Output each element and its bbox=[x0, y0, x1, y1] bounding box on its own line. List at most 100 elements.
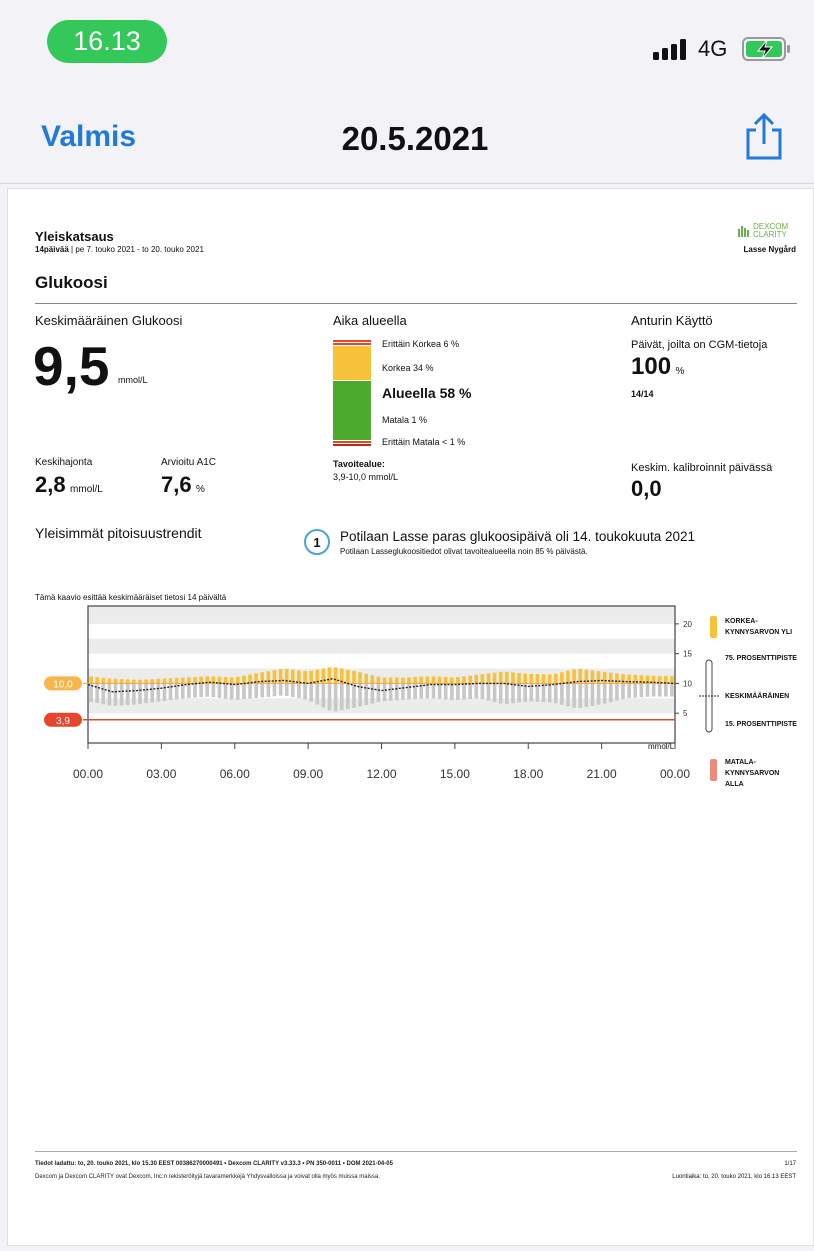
bar-range-42 bbox=[346, 683, 350, 710]
x-tick-label-1: 03.00 bbox=[146, 767, 177, 781]
bar-range-82 bbox=[590, 683, 595, 706]
bar-range-37 bbox=[315, 683, 320, 705]
bar-range-40 bbox=[333, 683, 338, 712]
bar-range-3 bbox=[107, 683, 112, 706]
bar-range-74 bbox=[541, 683, 546, 703]
bar-high-10 bbox=[150, 679, 155, 684]
bar-range-38 bbox=[321, 683, 326, 708]
bar-range-66 bbox=[492, 683, 497, 703]
bar-range-56 bbox=[431, 683, 436, 699]
tir-title: Aika alueella bbox=[333, 313, 407, 328]
bar-range-30 bbox=[272, 683, 277, 697]
bar-range-2 bbox=[101, 683, 106, 705]
bar-range-7 bbox=[132, 683, 136, 705]
best-day-number-badge: 1 bbox=[304, 529, 330, 555]
bar-high-38 bbox=[321, 668, 326, 684]
bar-range-61 bbox=[462, 683, 466, 700]
bar-range-67 bbox=[498, 683, 503, 704]
bar-range-91 bbox=[645, 683, 650, 697]
bar-high-61 bbox=[462, 676, 466, 684]
bar-range-64 bbox=[480, 683, 485, 700]
very-high-segment bbox=[333, 340, 371, 342]
sd-label: Keskihajonta bbox=[35, 457, 93, 468]
bar-high-0 bbox=[89, 676, 93, 684]
avg-glucose-label: Keskimääräinen Glukoosi bbox=[35, 313, 183, 328]
bar-high-9 bbox=[144, 679, 148, 684]
bar-range-48 bbox=[382, 683, 387, 702]
share-icon[interactable] bbox=[742, 112, 786, 162]
dexcom-brand: DEXCOM CLARITY bbox=[753, 222, 789, 239]
bar-range-58 bbox=[443, 683, 448, 700]
bar-high-13 bbox=[168, 678, 173, 684]
bar-high-64 bbox=[480, 674, 485, 684]
bar-high-91 bbox=[645, 675, 650, 684]
bar-range-5 bbox=[119, 683, 124, 706]
bar-high-40 bbox=[333, 667, 338, 684]
bar-high-42 bbox=[346, 669, 350, 684]
bar-high-49 bbox=[388, 677, 393, 684]
bar-range-69 bbox=[511, 683, 515, 704]
bar-range-87 bbox=[621, 683, 625, 700]
dexcom-bars-icon bbox=[738, 226, 749, 237]
bar-high-81 bbox=[584, 669, 589, 684]
bar-range-54 bbox=[419, 683, 424, 699]
a1c-block: 7,6 % bbox=[161, 472, 205, 498]
bar-high-71 bbox=[523, 673, 528, 684]
y-tick-label-2: 10 bbox=[683, 679, 692, 688]
bar-high-2 bbox=[101, 677, 106, 684]
bar-range-86 bbox=[615, 683, 619, 701]
bar-high-17 bbox=[193, 677, 197, 684]
bar-range-53 bbox=[413, 683, 417, 700]
bar-high-72 bbox=[529, 673, 534, 684]
bar-range-12 bbox=[162, 683, 167, 701]
sensor-value: 100 bbox=[631, 353, 672, 380]
legend-high-label: KORKEA-KYNNYSARVON YLI bbox=[725, 618, 793, 636]
bar-range-18 bbox=[199, 683, 203, 698]
bar-high-57 bbox=[437, 676, 442, 684]
bar-range-55 bbox=[425, 683, 430, 699]
bar-range-4 bbox=[113, 683, 118, 706]
high-segment bbox=[333, 346, 371, 380]
best-day-sub: Potilaan Lasseglukoositiedot olivat tavo… bbox=[340, 547, 588, 556]
bar-high-75 bbox=[547, 674, 552, 684]
battery-charging-icon bbox=[742, 37, 790, 61]
bar-range-71 bbox=[523, 683, 528, 702]
x-tick-label-8: 00.00 bbox=[659, 767, 691, 781]
very-low-label: Erittäin Matala < 1 % bbox=[382, 437, 466, 447]
bar-high-52 bbox=[407, 677, 411, 684]
bar-range-11 bbox=[156, 683, 161, 702]
bar-high-26 bbox=[248, 674, 252, 684]
bar-range-65 bbox=[486, 683, 491, 701]
bar-range-21 bbox=[217, 683, 222, 698]
report-page[interactable]: Yleiskatsaus 14päivää | pe 7. touko 2021… bbox=[7, 188, 814, 1246]
bar-range-22 bbox=[223, 683, 228, 699]
bar-high-47 bbox=[376, 676, 381, 684]
agp-chart[interactable]: 10,0 3,9 20 15 10 5 bbox=[38, 603, 718, 753]
bar-high-51 bbox=[401, 677, 405, 684]
bar-high-4 bbox=[113, 678, 118, 684]
very-high-label: Erittäin Korkea 6 % bbox=[382, 339, 460, 349]
divider bbox=[35, 303, 797, 304]
very-low-segment bbox=[333, 444, 371, 446]
done-button[interactable]: Valmis bbox=[41, 120, 137, 153]
chart-band-2 bbox=[88, 668, 675, 684]
bar-high-76 bbox=[553, 673, 558, 684]
in-range-segment bbox=[333, 381, 371, 440]
avg-glucose-unit: mmol/L bbox=[118, 375, 148, 385]
bar-high-80 bbox=[578, 668, 583, 684]
bar-high-48 bbox=[382, 677, 387, 684]
footer-page: 1/17 bbox=[784, 1161, 796, 1167]
report-range: | pe 7. touko 2021 - to 20. touko 2021 bbox=[71, 245, 204, 254]
bar-high-41 bbox=[339, 668, 344, 684]
bar-range-80 bbox=[578, 683, 583, 708]
bar-high-30 bbox=[272, 670, 277, 684]
sd-unit: mmol/L bbox=[70, 484, 103, 495]
x-tick-label-3: 09.00 bbox=[293, 767, 324, 781]
bar-high-77 bbox=[560, 672, 564, 684]
y-tick-label-0: 20 bbox=[683, 620, 692, 629]
bar-high-59 bbox=[449, 677, 454, 684]
bar-high-78 bbox=[566, 670, 570, 684]
bar-high-25 bbox=[242, 675, 246, 684]
trends-title: Yleisimmät pitoisuustrendit bbox=[35, 525, 202, 541]
bar-high-56 bbox=[431, 676, 436, 684]
